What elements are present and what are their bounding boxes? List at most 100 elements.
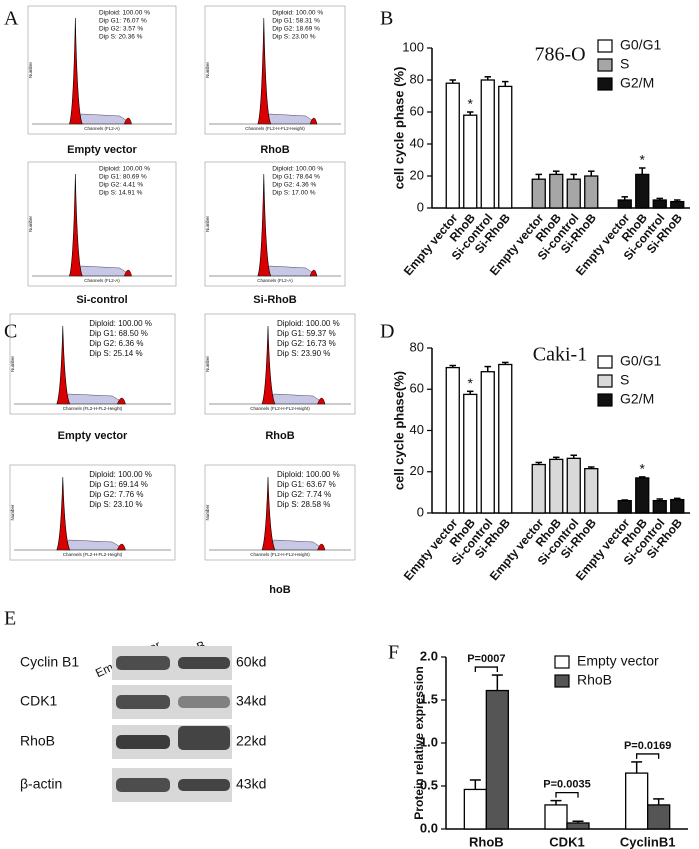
bar	[652, 499, 667, 514]
histogram-stat: Dip G1: 69.14 %	[89, 480, 148, 489]
histogram-x-label: Channels (FL2-A)	[257, 278, 293, 283]
y-tick-label: 2.0	[420, 648, 438, 663]
blot-band	[116, 735, 170, 749]
legend-swatch	[597, 355, 613, 369]
histogram-g1-peak	[56, 325, 71, 405]
histogram-g2-peak	[317, 543, 326, 551]
y-tick-label: 40	[410, 135, 424, 150]
histogram-stat: Dip G1: 80.69 %	[99, 174, 147, 181]
error-bar	[674, 199, 681, 202]
histogram-stat: Dip S: 17.00 %	[272, 190, 316, 197]
panel-letter: A	[4, 8, 19, 30]
histogram-y-label: Number	[205, 216, 210, 233]
histogram-stat: Dip G2: 3.57 %	[99, 26, 143, 33]
error-bar	[621, 196, 628, 200]
size-label: 60kd	[236, 654, 266, 670]
y-axis-label: cell cycle phase (%)	[391, 67, 406, 190]
histogram-g2-peak	[309, 269, 318, 277]
histogram-stat: Dip S: 23.00 %	[272, 34, 316, 41]
error-bar	[467, 111, 474, 116]
significance-bracket	[474, 666, 498, 673]
error-bar	[639, 476, 646, 478]
histogram-label: Si-control	[76, 294, 127, 306]
chart-title: 786-O	[534, 44, 585, 66]
protein-label: Cyclin B1	[20, 654, 79, 670]
bar	[531, 463, 546, 514]
histogram-s-phase	[74, 113, 133, 125]
legend-label: G0/G1	[620, 353, 661, 369]
bar	[566, 178, 581, 209]
histogram-y-label: Number	[10, 356, 15, 373]
histogram-frame	[27, 161, 177, 287]
histogram-frame	[27, 5, 177, 135]
error-bar	[502, 80, 509, 87]
histogram-stat: Dip G2: 4.36 %	[272, 182, 316, 189]
bar	[531, 178, 546, 209]
bar	[617, 499, 632, 514]
y-tick-label: 1.0	[420, 734, 438, 749]
bar	[445, 366, 460, 514]
histogram-s-phase	[74, 265, 133, 277]
y-axis-label: Protein relative expression	[412, 666, 426, 819]
histogram-label: Empty vector	[67, 144, 137, 156]
histogram-stat: Dip G2: 4.41 %	[99, 182, 143, 189]
error-bar	[484, 76, 491, 80]
histogram-frame	[204, 313, 356, 415]
error-bar	[484, 365, 491, 372]
bar	[463, 393, 478, 514]
error-bar	[653, 798, 665, 805]
error-bar	[467, 390, 474, 395]
bar	[480, 79, 495, 209]
p-value: P=0.0169	[624, 740, 671, 752]
histogram-g2-peak	[123, 269, 132, 277]
histogram-stat: Diploid: 100.00 %	[99, 10, 150, 17]
error-bar	[639, 167, 646, 175]
error-bar	[588, 466, 595, 469]
x-tick-label: Empty vector	[401, 516, 461, 583]
bar	[652, 199, 667, 209]
p-value: P=0007	[467, 653, 505, 665]
error-bar	[550, 799, 562, 805]
x-tick-label: Empty vector	[401, 211, 461, 278]
histogram-g2-peak	[317, 397, 326, 405]
error-bar	[621, 499, 628, 501]
histogram-stat: Dip G2: 7.74 %	[277, 490, 331, 499]
histogram-g1-peak	[261, 325, 276, 405]
histogram-label: RhoB	[265, 430, 294, 442]
blot-band	[178, 726, 230, 750]
legend-label: S	[620, 56, 629, 72]
legend-swatch	[554, 655, 570, 669]
histogram-x-label: Channels (FL2-A)	[84, 278, 120, 283]
legend-label: RhoB	[577, 672, 612, 688]
y-tick-label: 0	[417, 504, 424, 519]
protein-label: CDK1	[20, 693, 58, 709]
significance-mark: *	[640, 152, 646, 168]
significance-mark: *	[640, 461, 646, 477]
histogram-label: Empty vector	[58, 430, 128, 442]
error-bar	[631, 761, 643, 774]
histogram-frame	[9, 464, 176, 561]
bar	[544, 804, 568, 830]
histogram-x-label: Channels (FL2-H-FL2-Height)	[250, 406, 310, 411]
error-bar	[535, 173, 542, 180]
legend-swatch	[597, 58, 613, 72]
histogram-stat: Diploid: 100.00 %	[89, 470, 152, 479]
legend-swatch	[597, 39, 613, 53]
legend-label: G2/M	[620, 391, 654, 407]
blot-band	[178, 696, 230, 708]
error-bar	[588, 170, 595, 176]
histogram-stat: Dip S: 23.10 %	[89, 500, 142, 509]
histogram-label: Si-RhoB	[253, 294, 296, 306]
histogram-y-label: Number	[205, 504, 210, 521]
histogram-frame	[9, 313, 176, 415]
error-bar	[502, 361, 509, 365]
histogram-g1-peak	[68, 17, 83, 125]
bar	[566, 457, 581, 514]
error-bar	[553, 456, 560, 460]
legend-swatch	[597, 77, 613, 91]
legend-swatch	[554, 674, 570, 688]
bar	[625, 772, 649, 830]
y-axis-label: cell cycle phase(%)	[391, 371, 406, 490]
error-bar	[656, 197, 663, 200]
